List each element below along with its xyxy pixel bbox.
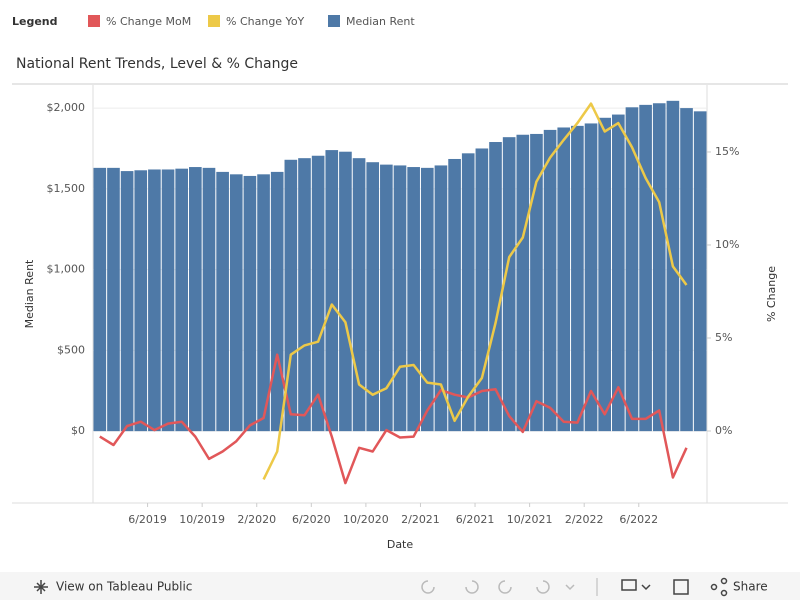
line (262, 102, 688, 480)
bar (502, 137, 516, 432)
y-tick-label: $500 (57, 343, 85, 356)
bar (175, 168, 189, 432)
bar (680, 108, 693, 432)
bar (270, 171, 284, 432)
toolbar-bg (0, 572, 800, 600)
bar (366, 162, 380, 432)
bar (339, 151, 352, 432)
bar (420, 167, 434, 432)
download-icon[interactable] (621, 579, 637, 591)
bar (243, 175, 257, 432)
bar (311, 155, 325, 432)
bar (461, 153, 475, 432)
bar (625, 107, 639, 432)
bar (434, 165, 448, 432)
bar (611, 114, 625, 432)
bar (693, 111, 707, 432)
x-tick-label: 10/2019 (179, 513, 225, 526)
bar (161, 169, 175, 432)
share-icon-node (720, 589, 728, 597)
bar (489, 142, 502, 432)
bar (298, 158, 311, 432)
y2-tick-label: 5% (715, 331, 732, 344)
bar (543, 129, 557, 432)
share-icon-node (720, 577, 728, 585)
bar (639, 104, 652, 432)
refresh-icon[interactable] (536, 580, 550, 594)
legend-label: % Change YoY (226, 15, 305, 28)
undo-icon[interactable] (421, 580, 435, 594)
y-tick-label: $1,500 (47, 182, 86, 195)
share-icon[interactable] (710, 583, 718, 591)
legend-swatch (328, 15, 340, 27)
x-axis-label: Date (387, 538, 414, 551)
bar (530, 133, 543, 432)
x-tick-label: 2/2020 (237, 513, 276, 526)
bar (571, 125, 584, 432)
bar (284, 159, 298, 432)
bar (93, 167, 107, 432)
bar (598, 117, 611, 432)
legend-title: Legend (12, 15, 58, 28)
toolbar: View on Tableau Public Share (0, 572, 800, 600)
bar (120, 171, 134, 432)
right-icons (621, 577, 728, 597)
download-dropdown[interactable] (641, 584, 651, 591)
x-tick-label: 6/2019 (128, 513, 167, 526)
legend-label: % Change MoM (106, 15, 191, 28)
line (99, 353, 688, 485)
bar (584, 123, 598, 432)
legend-label: Median Rent (346, 15, 415, 28)
dropdown-icon[interactable] (565, 584, 575, 591)
bar (189, 167, 202, 432)
fullscreen-icon[interactable] (673, 579, 689, 595)
bar (475, 148, 489, 432)
redo-icon[interactable] (465, 580, 479, 594)
x-tick-label: 6/2021 (456, 513, 495, 526)
y2-tick-label: 10% (715, 238, 739, 251)
x-tick-label: 10/2021 (507, 513, 553, 526)
bar (257, 174, 270, 432)
revert-icon[interactable] (498, 580, 512, 594)
y-axis-label: Median Rent (23, 259, 36, 328)
plot-area (93, 100, 707, 432)
bar (134, 170, 148, 432)
bar (516, 134, 530, 432)
bar (352, 158, 366, 432)
bar (380, 164, 393, 432)
x-tick-label: 2/2021 (401, 513, 440, 526)
bar (393, 165, 407, 432)
undo-redo-icons (421, 578, 598, 596)
x-tick-label: 6/2022 (619, 513, 658, 526)
bar (407, 167, 420, 432)
y2-tick-label: 0% (715, 424, 732, 437)
legend-swatch (88, 15, 100, 27)
x-tick-label: 6/2020 (292, 513, 331, 526)
bar (652, 103, 666, 432)
bar (107, 167, 120, 432)
bar (325, 150, 339, 432)
bar (216, 171, 229, 432)
bar (202, 167, 216, 432)
chart-title: National Rent Trends, Level & % Change (16, 56, 298, 72)
x-tick-label: 2/2022 (565, 513, 604, 526)
legend-swatch (208, 15, 220, 27)
x-tick-label: 10/2020 (343, 513, 389, 526)
bar (448, 158, 461, 432)
y-tick-label: $1,000 (47, 263, 86, 276)
tableau-icon[interactable] (34, 580, 48, 594)
share-button[interactable]: Share (733, 580, 768, 594)
y-tick-label: $2,000 (47, 101, 86, 114)
bar (229, 174, 243, 432)
y2-tick-label: 15% (715, 145, 739, 158)
view-link[interactable]: View on Tableau Public (56, 580, 192, 594)
y2-axis-label: % Change (765, 266, 778, 322)
bar (148, 169, 161, 432)
bar (557, 127, 571, 432)
y-tick-label: $0 (71, 424, 85, 437)
